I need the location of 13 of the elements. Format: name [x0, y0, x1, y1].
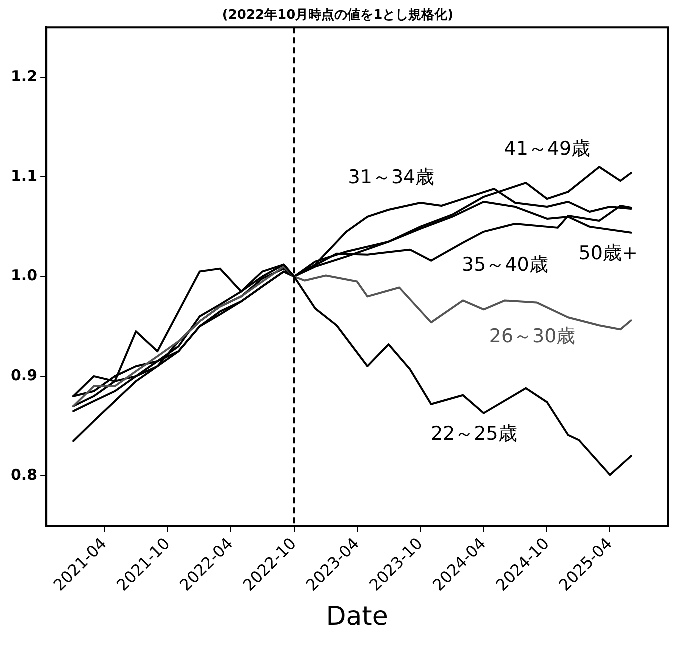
chart-title: (2022年10月時点の値を1とし規格化)	[222, 7, 454, 24]
y-tick-label: 1.0	[10, 266, 38, 285]
y-tick-label: 1.2	[10, 67, 38, 86]
y-tick-label: 1.1	[10, 166, 38, 185]
series-label: 22～25歳	[430, 423, 518, 446]
y-tick-label: 0.8	[10, 466, 38, 484]
series-label: 26～30歳	[489, 326, 576, 348]
x-axis-title: Date	[326, 602, 388, 632]
series-label: 35～40歳	[462, 254, 548, 276]
y-tick-label: 0.9	[10, 366, 38, 384]
series-label: 50歳+	[578, 242, 638, 264]
series-label: 31～34歳	[348, 166, 435, 189]
series-label: 41～49歳	[504, 138, 591, 160]
